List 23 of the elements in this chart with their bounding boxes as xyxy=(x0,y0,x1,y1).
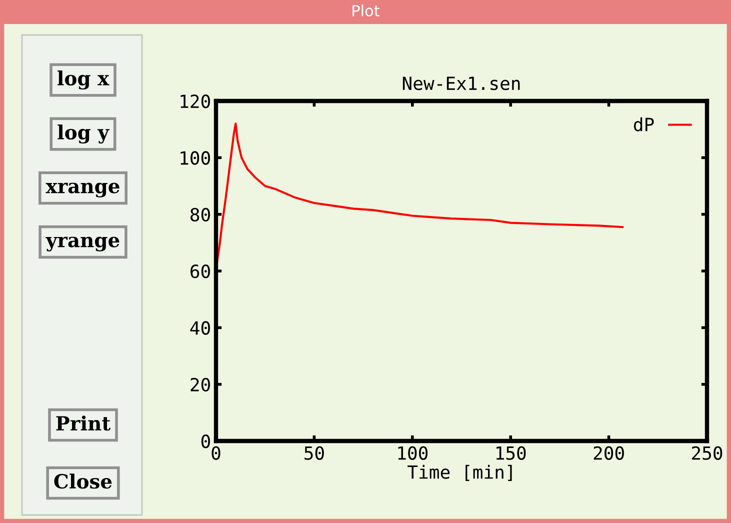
y-tick-label: 0 xyxy=(201,434,210,448)
y-tick-label: 20 xyxy=(190,378,210,392)
y-tick-label: 100 xyxy=(180,151,210,165)
text: xrange xyxy=(46,182,120,198)
y-tick-label: 60 xyxy=(190,264,210,278)
y-tick-label: 120 xyxy=(180,94,210,108)
y-tick-label: 40 xyxy=(190,321,210,335)
text: log x xyxy=(58,70,110,90)
y-tick-label: 80 xyxy=(190,208,210,222)
x-tick-label: 250 xyxy=(692,446,722,460)
text: log y xyxy=(58,124,110,144)
text: Close xyxy=(54,474,112,489)
chart-title: New-Ex1.sen xyxy=(402,76,520,90)
x-axis-title: Time [min] xyxy=(408,464,512,482)
x-tick-label: 50 xyxy=(304,446,324,460)
x-tick-label: 0 xyxy=(212,446,220,460)
legend-label: dP xyxy=(634,117,654,132)
text: Plot xyxy=(352,4,380,16)
text: yrange xyxy=(46,236,120,252)
x-tick-label: 100 xyxy=(398,446,428,460)
x-tick-label: 200 xyxy=(594,446,624,460)
x-tick-label: 150 xyxy=(496,446,526,460)
text: Print xyxy=(56,416,111,431)
